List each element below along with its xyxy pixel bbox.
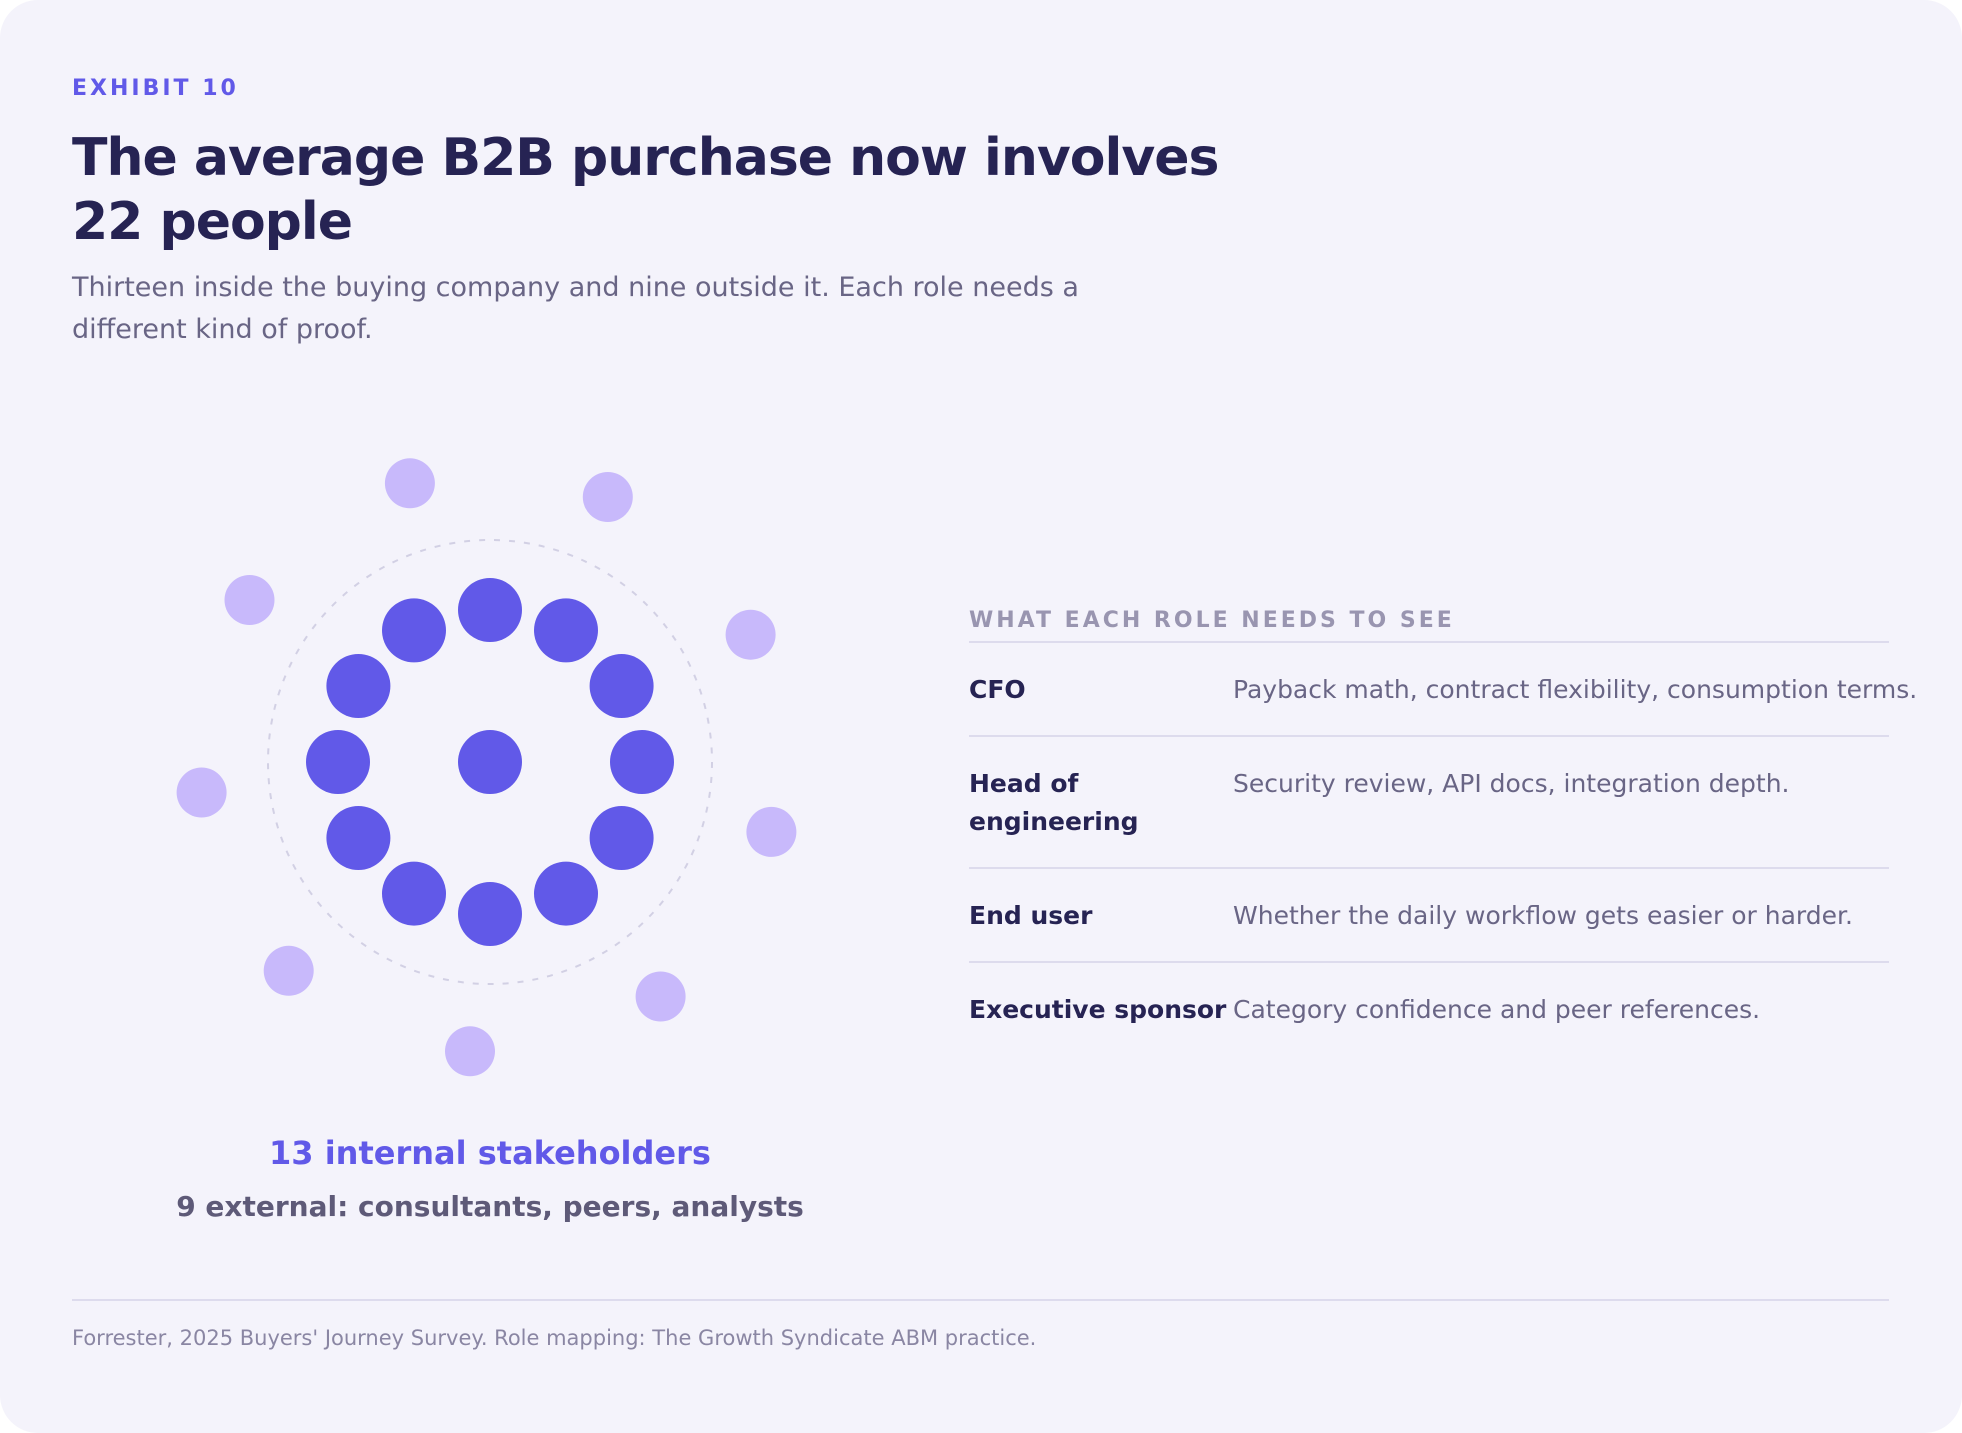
external-stakeholder-dot: [445, 1026, 495, 1077]
external-caption: 9 external: consultants, peers, analysts: [176, 1190, 804, 1223]
internal-stakeholder-dot: [610, 730, 674, 794]
internal-stakeholder-dot: [458, 882, 522, 946]
internal-stakeholder-dot: [326, 654, 391, 718]
roles-table: WHAT EACH ROLE NEEDS TO SEE CFO Payback …: [969, 608, 1917, 1055]
internal-stakeholder-dot: [458, 578, 522, 642]
role-name: CFO: [969, 675, 1026, 704]
internal-stakeholder-dot: [306, 730, 370, 794]
external-stakeholders-group: [176, 458, 797, 1077]
internal-stakeholder-dot: [534, 861, 598, 926]
internal-boundary-ring: [267, 539, 713, 985]
exhibit-label: EXHIBIT 10: [72, 76, 239, 101]
role-row-end-user: End user Whether the daily workflow gets…: [969, 869, 1889, 963]
role-need: Whether the daily workflow gets easier o…: [1233, 901, 1853, 930]
internal-stakeholder-dot: [382, 598, 446, 663]
role-name: End user: [969, 901, 1093, 930]
source-note: Forrester, 2025 Buyers' Journey Survey. …: [72, 1326, 1037, 1350]
role-row-cfo: CFO Payback math, contract flexibility, …: [969, 643, 1917, 737]
exhibit-title: The average B2B purchase now involves 22…: [72, 128, 1219, 252]
roles-table-heading: WHAT EACH ROLE NEEDS TO SEE: [969, 608, 1889, 643]
role-need: Security review, API docs, integration d…: [1233, 769, 1790, 798]
internal-stakeholders-group: [306, 578, 674, 946]
external-stakeholder-dot: [176, 767, 227, 818]
internal-stakeholder-dot: [382, 861, 446, 926]
role-name: Head of engineering: [969, 769, 1139, 836]
internal-caption: 13 internal stakeholders: [269, 1134, 711, 1172]
role-name: Executive sponsor: [969, 995, 1227, 1024]
role-need: Payback math, contract flexibility, cons…: [1233, 675, 1918, 704]
role-row-head-of-engineering: Head of engineering Security review, API…: [969, 737, 1889, 869]
external-stakeholder-dot: [224, 575, 275, 625]
external-stakeholder-dot: [582, 472, 633, 522]
footer-divider: [72, 1299, 1889, 1301]
internal-stakeholder-dot: [589, 806, 654, 870]
internal-stakeholder-dot: [458, 730, 522, 794]
role-row-executive-sponsor: Executive sponsor Category confidence an…: [969, 963, 1889, 1055]
role-need: Category confidence and peer references.: [1233, 995, 1761, 1024]
exhibit-subtitle: Thirteen inside the buying company and n…: [72, 272, 1079, 345]
external-stakeholder-dot: [635, 971, 686, 1022]
internal-stakeholder-dot: [589, 654, 654, 718]
external-stakeholder-dot: [263, 945, 314, 996]
internal-stakeholder-dot: [326, 806, 391, 870]
external-stakeholder-dot: [746, 806, 797, 857]
external-stakeholder-dot: [384, 458, 435, 509]
external-stakeholder-dot: [725, 609, 776, 660]
internal-stakeholder-dot: [534, 598, 598, 663]
